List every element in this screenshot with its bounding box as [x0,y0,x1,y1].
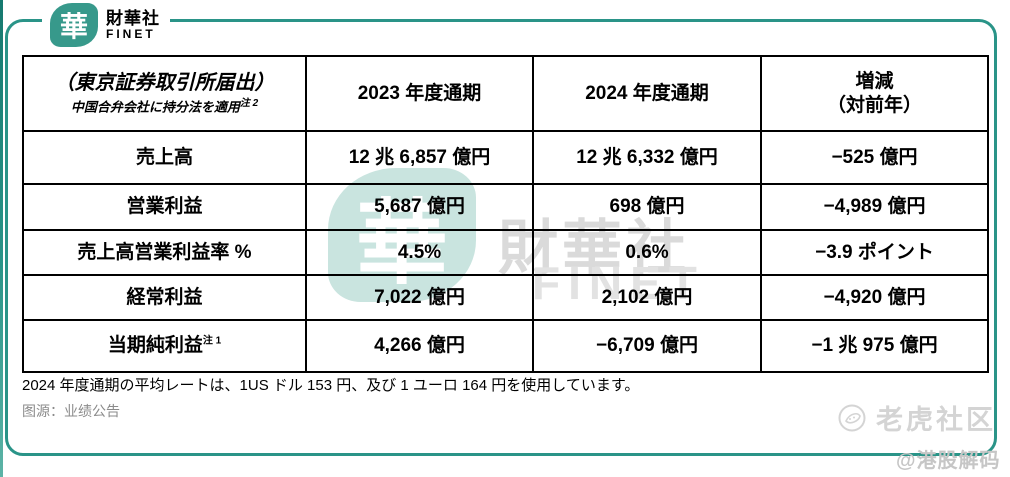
header-change-line2: （対前年） [826,94,922,116]
exchange-rate-note: 2024 年度通期の平均レートは、1US ドル 153 円、及び 1 ユーロ 1… [22,377,640,394]
brand-text: 財華社 FINET [106,8,160,41]
row-operating-profit-change: −4,989 億円 [762,185,987,231]
header-entity-line1: （東京証券取引所届出） [54,72,275,95]
row-revenue-change: −525 億円 [762,132,987,185]
header-entity-line2-text: 中国合弁会社に持分法を適用 [70,99,240,115]
header-entity-footnote-ref: 注 2 [239,98,259,110]
row-ordinary-profit-label: 経常利益 [24,276,307,321]
image-source-note: 图源：业绩公告 [22,403,120,419]
row-revenue-fy2023: 12 兆 6,857 億円 [307,132,534,185]
header-change-line1: 増減 [855,70,894,92]
header-change: 増減 （対前年） [762,57,987,132]
row-operating-margin-label: 売上高営業利益率 % [24,231,307,276]
header-fy2023: 2023 年度通期 [307,57,534,132]
row-ordinary-profit-fy2023: 7,022 億円 [307,276,534,321]
earnings-table: （東京証券取引所届出） 中国合弁会社に持分法を適用注 2 2023 年度通期 2… [22,55,989,373]
brand-name-cn: 財華社 [106,8,160,28]
tiger-icon [838,404,866,431]
row-operating-margin-label-text: 売上高営業利益率 % [77,241,252,263]
row-revenue-label: 売上高 [24,132,307,185]
header-entity-line2: 中国合弁会社に持分法を適用注 2 [71,98,258,116]
left-accent-bar [0,0,3,477]
row-net-profit-fy2024: −6,709 億円 [534,321,762,371]
teal-frame-border [5,19,997,456]
row-operating-margin-fy2023: 4.5% [307,231,534,276]
row-ordinary-profit-label-text: 経常利益 [126,286,203,308]
hk-stock-decode-handle: @港股解码 [896,450,1001,472]
row-net-profit-change: −1 兆 975 億円 [811,335,938,357]
row-operating-profit-label: 営業利益 [24,185,307,231]
row-ordinary-profit-change: −4,920 億円 [762,276,987,321]
header-entity: （東京証券取引所届出） 中国合弁会社に持分法を適用注 2 [24,57,307,132]
tiger-community-watermark: 老虎社区 [838,398,996,437]
watermark-brand-en: FINET [532,257,705,309]
row-operating-profit-label-text: 営業利益 [126,196,203,218]
row-net-profit-fy2023: 4,266 億円 [307,321,534,371]
row-revenue-fy2024: 12 兆 6,332 億円 [534,132,762,185]
row-net-profit-label-text: 当期純利益 [107,335,203,357]
row-operating-profit-fy2023: 5,687 億円 [307,185,534,231]
row-operating-profit-fy2024: 698 億円 [534,185,762,231]
tiger-community-label: 老虎社区 [876,405,996,435]
row-net-profit-label: 当期純利益注 1 [24,321,307,371]
row-operating-margin-change: −3.9 ポイント [762,231,987,276]
row-net-profit-footnote-ref: 注 1 [202,335,222,347]
watermark-logo-icon: 華 [328,168,476,302]
watermark-brand-cn: 財華社 [498,215,690,282]
brand-name-en: FINET [106,26,156,41]
finet-logo: 華 財華社 FINET [42,0,170,50]
finet-logo-icon: 華 [50,3,98,47]
header-fy2024: 2024 年度通期 [534,57,762,132]
row-ordinary-profit-fy2024: 2,102 億円 [534,276,762,321]
row-revenue-label-text: 売上高 [135,146,193,168]
row-operating-margin-fy2024: 0.6% [534,231,762,276]
